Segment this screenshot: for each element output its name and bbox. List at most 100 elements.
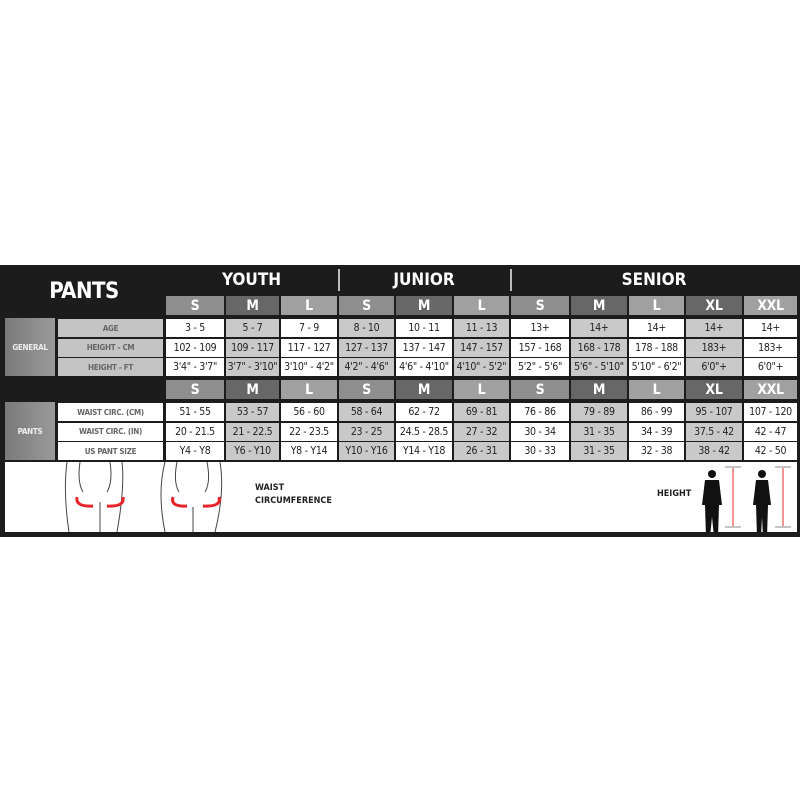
table-cell: 20 - 21.5 [166, 422, 224, 441]
row-label: AGE [58, 319, 163, 337]
size-header-s: S [166, 380, 224, 399]
table-cell: 3'10" - 4'2" [281, 358, 337, 376]
table-cell: 14+ [629, 319, 684, 337]
table-cell: 102 - 109 [166, 338, 224, 357]
size-header-m: M [226, 380, 279, 399]
row-label: HEIGHT - CM [58, 338, 163, 357]
table-cell: 109 - 117 [226, 338, 279, 357]
waist-figures-icon [64, 462, 791, 532]
table-cell: 6'0"+ [744, 358, 797, 376]
table-cell: Y14 - Y18 [396, 442, 452, 460]
table-cell: 24.5 - 28.5 [396, 422, 452, 441]
table-cell: 10 - 11 [396, 319, 452, 337]
table-cell: 14+ [686, 319, 742, 337]
table-cell: 86 - 99 [629, 403, 684, 421]
table-cell: 26 - 31 [454, 442, 509, 460]
group-header-senior: SENIOR [621, 270, 687, 290]
table-cell: 27 - 32 [454, 422, 509, 441]
table-cell: 3'4" - 3'7" [166, 358, 224, 376]
table-cell: 38 - 42 [686, 442, 742, 460]
table-cell: 5'2" - 5'6" [511, 358, 569, 376]
table-cell: 76 - 86 [511, 403, 569, 421]
size-header-s: S [166, 296, 224, 315]
size-header-m: M [396, 380, 452, 399]
table-cell: 69 - 81 [454, 403, 509, 421]
measurement-illustration: WAIST CIRCUMFERENCE HEIGHT [5, 462, 797, 532]
table-cell: 7 - 9 [281, 319, 337, 337]
size-header-m: M [571, 380, 627, 399]
size-header-m: M [396, 296, 452, 315]
table-cell: 127 - 137 [339, 338, 394, 357]
waist-label: WAIST [255, 483, 285, 493]
row-label: WAIST CIRC. (IN) [58, 422, 163, 441]
table-cell: 5 - 7 [226, 319, 279, 337]
size-header-s: S [339, 296, 394, 315]
table-cell: 13+ [511, 319, 569, 337]
table-cell: 23 - 25 [339, 422, 394, 441]
size-header-m: M [226, 296, 279, 315]
table-cell: Y4 - Y8 [166, 442, 224, 460]
table-cell: 8 - 10 [339, 319, 394, 337]
table-cell: 157 - 168 [511, 338, 569, 357]
size-header-l: L [629, 380, 684, 399]
size-header-xxl: XXL [744, 296, 797, 315]
table-cell: 31 - 35 [571, 422, 627, 441]
group-header-youth: YOUTH [221, 270, 282, 290]
row-label: US PANT SIZE [58, 442, 163, 460]
table-cell: 37.5 - 42 [686, 422, 742, 441]
size-header-s: S [511, 296, 569, 315]
table-cell: 5'10" - 6'2" [629, 358, 684, 376]
table-cell: 3'7" - 3'10" [226, 358, 279, 376]
table-cell: Y8 - Y14 [281, 442, 337, 460]
size-header-m: M [571, 296, 627, 315]
table-cell: 58 - 64 [339, 403, 394, 421]
table-cell: Y10 - Y16 [339, 442, 394, 460]
table-cell: 14+ [744, 319, 797, 337]
size-header-s: S [339, 380, 394, 399]
waist-circumference-label: WAIST CIRCUMFERENCE [255, 482, 332, 508]
row-label: HEIGHT - FT [58, 358, 163, 376]
size-header-l: L [454, 296, 509, 315]
size-header-xl: XL [686, 296, 742, 315]
table-cell: 56 - 60 [281, 403, 337, 421]
table-cell: 147 - 157 [454, 338, 509, 357]
circumference-label: CIRCUMFERENCE [255, 496, 332, 506]
table-cell: Y6 - Y10 [226, 442, 279, 460]
table-cell: 30 - 34 [511, 422, 569, 441]
table-cell: 53 - 57 [226, 403, 279, 421]
group-divider [338, 269, 340, 291]
table-cell: 183+ [686, 338, 742, 357]
table-cell: 178 - 188 [629, 338, 684, 357]
section-label-general: GENERAL [5, 318, 55, 376]
table-cell: 183+ [744, 338, 797, 357]
table-cell: 168 - 178 [571, 338, 627, 357]
table-cell: 30 - 33 [511, 442, 569, 460]
table-cell: 4'2" - 4'6" [339, 358, 394, 376]
size-header-s: S [511, 380, 569, 399]
table-cell: 62 - 72 [396, 403, 452, 421]
group-divider [510, 269, 512, 291]
size-header-xxl: XXL [744, 380, 797, 399]
size-header-l: L [629, 296, 684, 315]
table-cell: 3 - 5 [166, 319, 224, 337]
size-header-l: L [281, 380, 337, 399]
table-cell: 22 - 23.5 [281, 422, 337, 441]
table-cell: 117 - 127 [281, 338, 337, 357]
size-header-l: L [281, 296, 337, 315]
table-cell: 4'6" - 4'10" [396, 358, 452, 376]
table-cell: 31 - 35 [571, 442, 627, 460]
row-label: WAIST CIRC. (CM) [58, 403, 163, 421]
table-cell: 32 - 38 [629, 442, 684, 460]
group-header-junior: JUNIOR [393, 270, 455, 290]
size-header-xl: XL [686, 380, 742, 399]
table-cell: 137 - 147 [396, 338, 452, 357]
height-label: HEIGHT [657, 489, 692, 499]
table-cell: 95 - 107 [686, 403, 742, 421]
chart-title: PANTS [49, 278, 119, 304]
table-cell: 42 - 50 [744, 442, 797, 460]
table-cell: 21 - 22.5 [226, 422, 279, 441]
table-cell: 14+ [571, 319, 627, 337]
section-label-pants: PANTS [5, 402, 55, 460]
table-cell: 11 - 13 [454, 319, 509, 337]
table-cell: 4'10" - 5'2" [454, 358, 509, 376]
